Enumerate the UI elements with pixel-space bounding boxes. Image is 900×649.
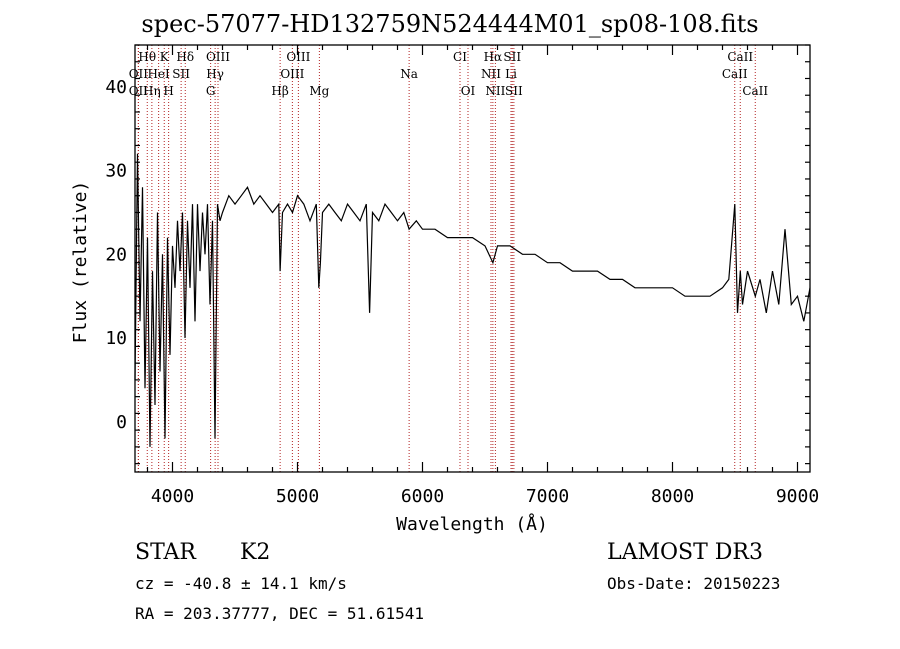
line-marker-label-0: Hθ bbox=[138, 50, 156, 64]
line-marker-label-22: Hβ bbox=[271, 84, 288, 98]
y-tick-label-0: 0 bbox=[116, 412, 127, 433]
line-marker-label-9: OII bbox=[129, 67, 149, 81]
x-tick-label-5000: 5000 bbox=[276, 486, 319, 507]
line-marker-label-14: Na bbox=[400, 67, 418, 81]
line-marker-label-1: K bbox=[160, 50, 170, 64]
line-marker-label-16: Li bbox=[505, 67, 517, 81]
y-tick-label-10: 10 bbox=[105, 328, 127, 349]
x-tick-label-7000: 7000 bbox=[526, 486, 569, 507]
x-tick-label-6000: 6000 bbox=[401, 486, 444, 507]
y-tick-label-20: 20 bbox=[105, 244, 127, 265]
spectral-subclass: K2 bbox=[240, 540, 271, 565]
line-marker-label-25: NII bbox=[485, 84, 505, 98]
line-marker-label-17: CaII bbox=[722, 67, 748, 81]
line-marker-label-5: CI bbox=[453, 50, 467, 64]
line-marker-label-2: Hδ bbox=[176, 50, 194, 64]
line-marker-label-7: SII bbox=[503, 50, 521, 64]
line-marker-label-21: G bbox=[206, 84, 216, 98]
y-tick-label-40: 40 bbox=[105, 77, 127, 98]
line-marker-label-26: SII bbox=[505, 84, 523, 98]
y-axis-label: Flux (relative) bbox=[70, 181, 91, 344]
line-marker-label-4: OIII bbox=[286, 50, 310, 64]
line-marker-label-10: HeI bbox=[147, 67, 170, 81]
line-marker-label-12: Hγ bbox=[206, 67, 224, 81]
line-marker-label-18: OII bbox=[129, 84, 149, 98]
survey-name: LAMOST DR3 bbox=[607, 540, 763, 565]
x-tick-label-4000: 4000 bbox=[151, 486, 194, 507]
line-marker-label-6: Hα bbox=[484, 50, 503, 64]
line-markers bbox=[137, 45, 756, 472]
object-class: STAR bbox=[135, 540, 196, 565]
line-marker-label-23: Mg bbox=[309, 84, 329, 98]
line-marker-label-15: NII bbox=[481, 67, 501, 81]
x-tick-label-8000: 8000 bbox=[651, 486, 694, 507]
line-marker-label-3: OIII bbox=[206, 50, 230, 64]
line-marker-label-19: Hη bbox=[143, 84, 161, 98]
line-marker-label-20: H bbox=[163, 84, 173, 98]
x-tick-label-9000: 9000 bbox=[776, 486, 819, 507]
redshift-readout: cz = -40.8 ± 14.1 km/s bbox=[135, 574, 347, 593]
line-marker-label-13: OIII bbox=[280, 67, 304, 81]
y-tick-label-30: 30 bbox=[105, 161, 127, 182]
x-axis-label: Wavelength (Å) bbox=[396, 513, 548, 535]
axis-tick-labels: 4000 5000 6000 7000 8000 9000 0 10 20 30 40 bbox=[105, 77, 819, 507]
axis-ticks bbox=[135, 44, 810, 472]
axes-frame bbox=[134, 44, 811, 473]
line-marker-label-27: CaII bbox=[742, 84, 768, 98]
chart-title: spec-57077-HD132759N524444M01_sp08-108.f… bbox=[141, 10, 759, 38]
obs-date: Obs-Date: 20150223 bbox=[607, 574, 781, 593]
spectrum-line bbox=[134, 153, 811, 447]
line-marker-label-24: OI bbox=[461, 84, 476, 98]
coordinates: RA = 203.37777, DEC = 51.61541 bbox=[135, 604, 424, 623]
line-marker-label-11: SII bbox=[172, 67, 190, 81]
line-marker-label-8: CaII bbox=[727, 50, 753, 64]
